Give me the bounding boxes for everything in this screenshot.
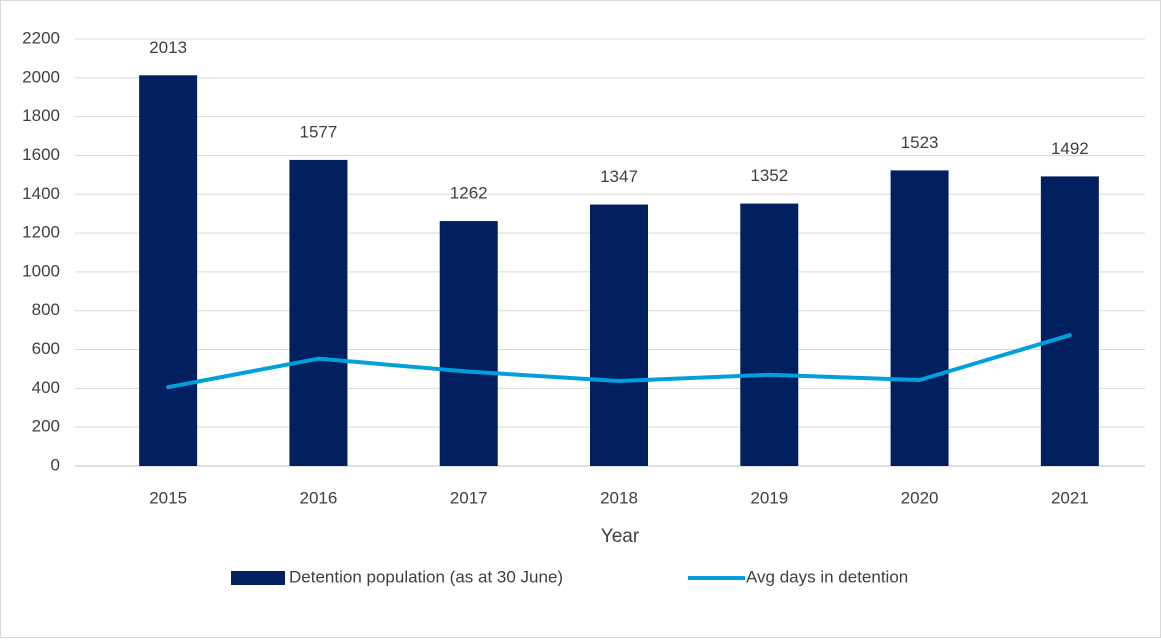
data-label: 1352 — [750, 166, 788, 185]
bar — [439, 221, 498, 466]
legend-swatch — [231, 571, 285, 585]
bar — [590, 204, 648, 466]
bar — [289, 159, 348, 466]
y-tick-label: 1000 — [22, 261, 60, 280]
data-label: 1347 — [600, 167, 638, 186]
y-tick-label: 2200 — [22, 28, 60, 47]
x-axis-title: Year — [601, 526, 640, 547]
data-label: 1523 — [901, 133, 939, 152]
bar — [740, 203, 799, 466]
x-tick-label: 2015 — [149, 488, 187, 507]
y-tick-label: 200 — [32, 417, 60, 436]
x-tick-label: 2019 — [750, 488, 788, 507]
y-tick-label: 800 — [32, 300, 60, 319]
y-tick-label: 0 — [51, 455, 60, 474]
bar — [1040, 176, 1099, 466]
y-tick-label: 2000 — [22, 67, 60, 86]
y-tick-label: 1200 — [22, 223, 60, 242]
bar — [139, 75, 198, 467]
data-label: 1492 — [1051, 139, 1089, 158]
legend-label: Detention population (as at 30 June) — [289, 567, 563, 586]
y-tick-label: 1600 — [22, 145, 60, 164]
x-tick-label: 2021 — [1051, 488, 1089, 507]
y-tick-label: 400 — [32, 378, 60, 397]
y-tick-label: 600 — [32, 339, 60, 358]
data-label: 1262 — [450, 184, 488, 203]
x-tick-label: 2020 — [901, 488, 939, 507]
legend-label: Avg days in detention — [746, 567, 908, 586]
x-tick-label: 2016 — [300, 488, 338, 507]
bar — [890, 170, 949, 467]
data-label: 1577 — [300, 122, 338, 141]
y-tick-label: 1800 — [22, 106, 60, 125]
y-tick-label: 1400 — [22, 184, 60, 203]
line — [166, 333, 1072, 390]
x-tick-label: 2017 — [450, 488, 488, 507]
data-label: 2013 — [149, 38, 187, 57]
x-tick-label: 2018 — [600, 488, 638, 507]
